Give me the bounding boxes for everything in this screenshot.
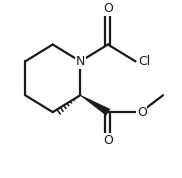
Text: Cl: Cl [139, 55, 151, 68]
Text: O: O [103, 2, 113, 15]
Text: N: N [76, 55, 85, 68]
Polygon shape [80, 95, 110, 115]
Text: O: O [103, 134, 113, 147]
Text: O: O [137, 106, 147, 119]
